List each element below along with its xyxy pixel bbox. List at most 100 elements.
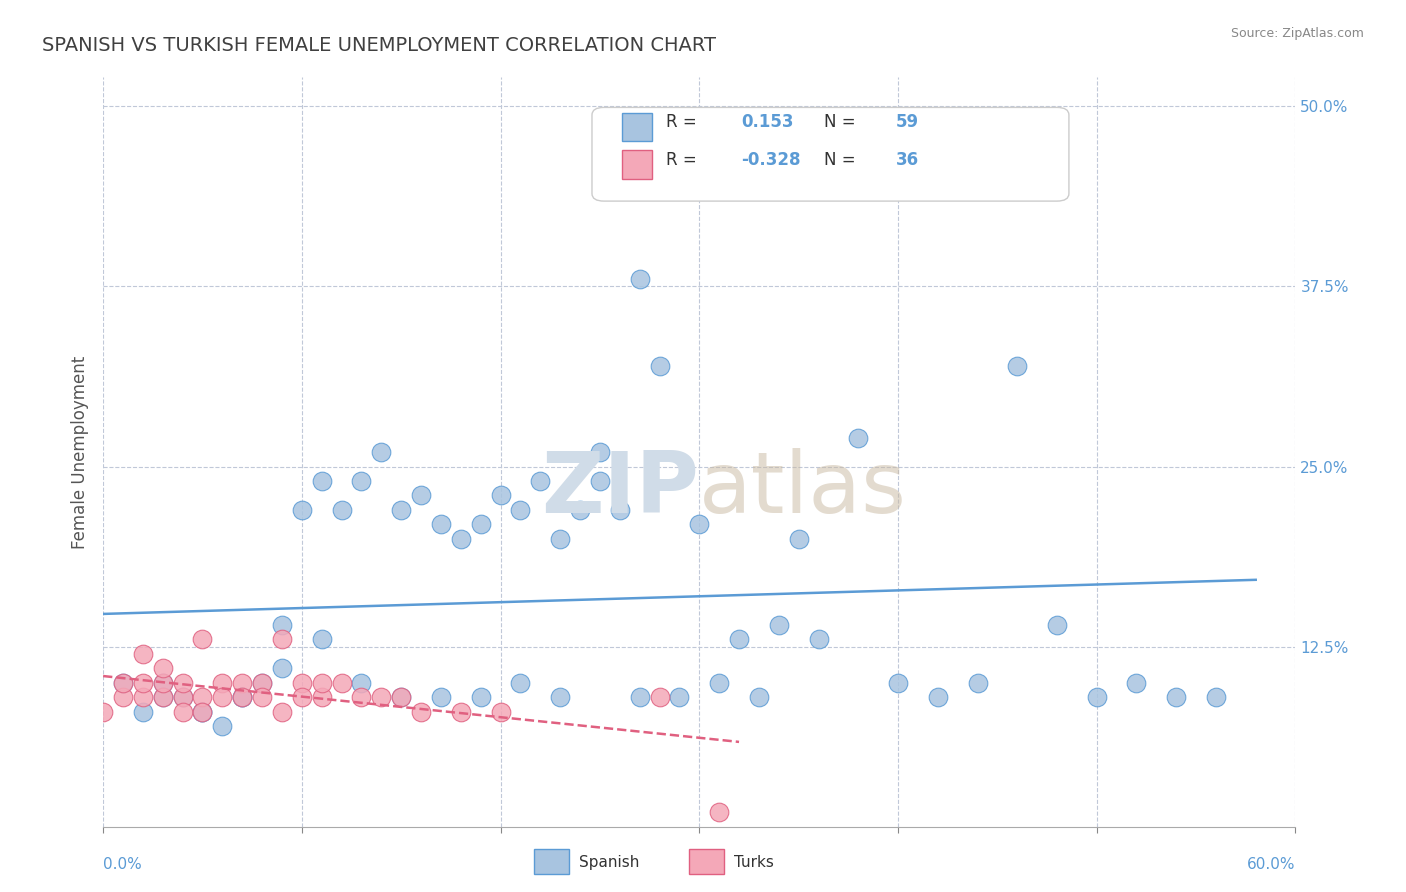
Point [291,503,314,517]
Point [707,805,730,820]
Point [111,675,134,690]
Point [250,675,273,690]
Point [350,675,373,690]
Point [1205,690,1227,705]
Point [450,532,472,546]
Point [271,661,294,675]
Point [191,705,214,719]
Point [648,359,671,373]
Point [132,690,155,705]
Text: ZIP: ZIP [541,448,699,531]
Text: 36: 36 [896,151,920,169]
Point [927,690,949,705]
Point [271,632,294,647]
Text: Spanish: Spanish [579,855,640,870]
Point [569,503,592,517]
Point [132,675,155,690]
Point [152,690,174,705]
Point [648,690,671,705]
Point [172,690,194,705]
Text: N =: N = [824,151,862,169]
Point [172,675,194,690]
Point [271,705,294,719]
Point [211,675,233,690]
Text: Source: ZipAtlas.com: Source: ZipAtlas.com [1230,27,1364,40]
FancyBboxPatch shape [592,107,1069,201]
Point [231,690,253,705]
Text: SPANISH VS TURKISH FEMALE UNEMPLOYMENT CORRELATION CHART: SPANISH VS TURKISH FEMALE UNEMPLOYMENT C… [42,36,716,54]
Point [111,690,134,705]
Point [311,675,333,690]
Point [1125,675,1147,690]
Point [191,632,214,647]
Text: -0.328: -0.328 [741,151,800,169]
Point [470,517,492,532]
Point [668,690,690,705]
Point [589,474,612,488]
Point [152,675,174,690]
FancyBboxPatch shape [621,112,651,141]
Point [291,690,314,705]
Point [250,675,273,690]
Point [211,719,233,733]
Text: R =: R = [666,113,702,131]
Point [589,445,612,459]
Point [748,690,770,705]
Point [548,532,571,546]
Point [609,503,631,517]
Point [271,618,294,632]
Point [707,675,730,690]
Point [91,705,114,719]
Point [211,690,233,705]
Point [291,675,314,690]
Point [509,675,531,690]
Y-axis label: Female Unemployment: Female Unemployment [72,356,89,549]
Point [311,632,333,647]
Point [389,690,412,705]
Text: N =: N = [824,113,862,131]
Point [787,532,810,546]
Text: atlas: atlas [699,448,907,531]
Point [350,690,373,705]
Point [191,705,214,719]
Point [846,431,869,445]
Point [152,675,174,690]
Point [132,647,155,661]
Point [430,517,453,532]
Point [1007,359,1029,373]
Text: 0.153: 0.153 [741,113,793,131]
Point [389,690,412,705]
Point [430,690,453,705]
Point [887,675,910,690]
Point [111,675,134,690]
Point [489,705,512,719]
Point [389,503,412,517]
Point [370,445,392,459]
Point [728,632,751,647]
Point [1085,690,1108,705]
Point [470,690,492,705]
Text: Turks: Turks [734,855,773,870]
Text: 0.0%: 0.0% [103,857,142,872]
Point [450,705,472,719]
Point [966,675,988,690]
Point [1046,618,1069,632]
Point [628,272,651,286]
Point [330,675,353,690]
FancyBboxPatch shape [621,150,651,178]
Text: R =: R = [666,151,702,169]
Point [231,675,253,690]
Text: 60.0%: 60.0% [1247,857,1295,872]
Point [628,690,651,705]
Point [350,474,373,488]
Point [330,503,353,517]
Point [311,474,333,488]
Point [370,690,392,705]
Point [489,488,512,502]
Point [311,690,333,705]
Point [548,690,571,705]
Point [509,503,531,517]
Point [768,618,790,632]
Point [529,474,551,488]
Point [172,705,194,719]
